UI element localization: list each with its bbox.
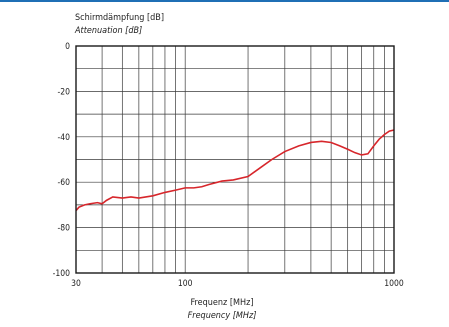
plot-border bbox=[75, 45, 395, 274]
y-tick-label: -60 bbox=[58, 178, 71, 188]
x-axis-label: Frequenz [MHz] bbox=[191, 298, 254, 308]
attenuation-line bbox=[75, 129, 395, 212]
y-axis-label-en: Attenuation [dB] bbox=[74, 26, 142, 36]
x-tick-label: 30 bbox=[71, 279, 81, 289]
x-tick-label: 100 bbox=[178, 279, 193, 289]
axis-ticks: 30 100 1000 0 -20 -40 -60 -80 -100 bbox=[53, 42, 404, 289]
y-tick-label: -40 bbox=[58, 133, 71, 143]
y-tick-label: 0 bbox=[65, 42, 70, 52]
x-tick-label: 1000 bbox=[384, 279, 404, 289]
y-tick-label: -100 bbox=[53, 269, 70, 279]
grid bbox=[76, 46, 394, 273]
y-tick-label: -80 bbox=[58, 224, 71, 234]
y-tick-label: -20 bbox=[58, 87, 71, 97]
x-axis-label-en: Frequency [MHz] bbox=[188, 311, 257, 321]
y-axis-label: Schirmdämpfung [dB] bbox=[75, 13, 164, 23]
